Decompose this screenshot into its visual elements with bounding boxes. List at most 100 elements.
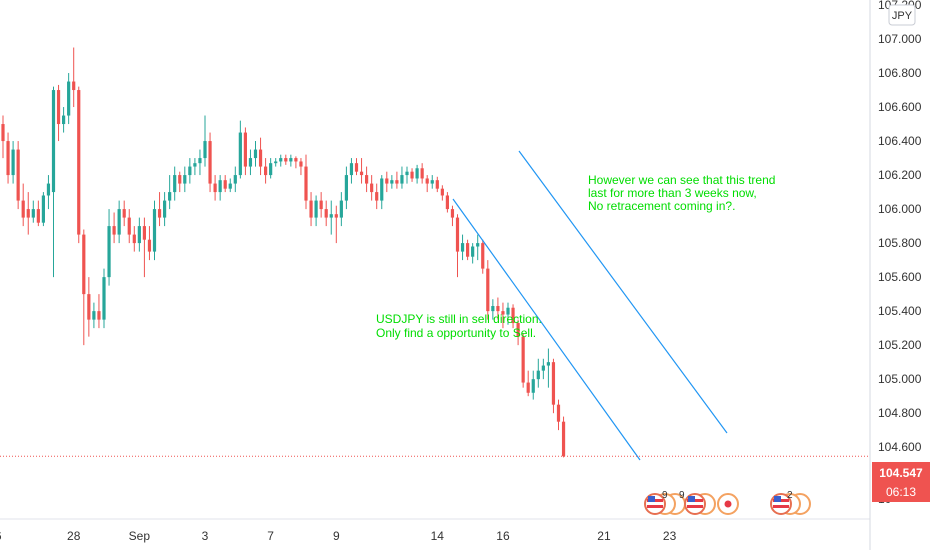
price-axis[interactable]: 107.200107.000106.800106.600106.400106.2… (869, 0, 932, 550)
candle[interactable] (476, 234, 480, 261)
candle[interactable] (122, 200, 126, 227)
candle[interactable] (349, 158, 354, 184)
trend-annotation[interactable]: However we can see that this trend last … (588, 173, 775, 213)
candle[interactable] (445, 192, 449, 213)
event-marker-1[interactable]: 9 (644, 490, 686, 515)
candle[interactable] (92, 302, 96, 329)
candle[interactable] (198, 149, 202, 176)
candle[interactable] (324, 200, 328, 227)
candle[interactable] (152, 200, 157, 261)
candle[interactable] (112, 212, 116, 244)
candle[interactable] (228, 178, 232, 193)
candle[interactable] (546, 348, 550, 388)
candle[interactable] (213, 175, 217, 201)
candle[interactable] (380, 175, 384, 210)
candle[interactable] (67, 73, 71, 125)
candle[interactable] (390, 175, 394, 189)
event-marker-3[interactable] (717, 493, 739, 515)
candle[interactable] (370, 175, 374, 201)
candle[interactable] (344, 166, 348, 210)
candle[interactable] (425, 175, 429, 193)
candle[interactable] (405, 166, 409, 184)
candle[interactable] (501, 302, 505, 329)
candle[interactable] (450, 205, 455, 227)
candle[interactable] (72, 47, 76, 108)
candle[interactable] (258, 137, 263, 176)
candle[interactable] (551, 358, 556, 414)
candle[interactable] (41, 192, 45, 227)
candle[interactable] (375, 183, 379, 210)
candle[interactable] (168, 175, 172, 210)
candle[interactable] (102, 268, 106, 329)
candle[interactable] (506, 302, 510, 325)
candle[interactable] (420, 163, 424, 184)
candle[interactable] (142, 217, 146, 278)
candle[interactable] (21, 183, 25, 227)
candle[interactable] (516, 319, 520, 346)
candle[interactable] (486, 260, 490, 320)
candle[interactable] (253, 141, 258, 167)
candle[interactable] (471, 243, 475, 264)
candle[interactable] (233, 166, 237, 193)
candle[interactable] (329, 200, 333, 235)
candle[interactable] (536, 358, 540, 388)
candle[interactable] (491, 299, 495, 320)
candle[interactable] (223, 175, 227, 193)
candle[interactable] (46, 175, 51, 210)
candle[interactable] (137, 217, 141, 252)
candle[interactable] (31, 200, 35, 223)
candle[interactable] (248, 149, 253, 176)
candle[interactable] (107, 209, 111, 286)
candle[interactable] (440, 185, 444, 201)
candle[interactable] (178, 171, 182, 193)
candle[interactable] (526, 370, 530, 397)
candle[interactable] (319, 192, 323, 218)
time-axis[interactable]: 26 28 Sep 3 7 9 14 16 21 23 (0, 518, 870, 543)
candle[interactable] (435, 176, 439, 193)
candle[interactable] (193, 158, 197, 176)
candle[interactable] (87, 277, 91, 337)
event-marker-2[interactable]: 9 (679, 490, 716, 515)
candle[interactable] (561, 416, 566, 458)
candle[interactable] (147, 226, 152, 261)
candle[interactable] (415, 164, 419, 184)
candle[interactable] (218, 175, 222, 201)
candle[interactable] (314, 195, 318, 227)
candle[interactable] (334, 205, 338, 244)
candle[interactable] (77, 86, 81, 244)
candle[interactable] (203, 115, 207, 167)
channel-lower-line[interactable] (452, 198, 641, 461)
candle[interactable] (299, 158, 303, 176)
candle[interactable] (97, 294, 101, 329)
candle[interactable] (51, 86, 56, 278)
candle[interactable] (188, 158, 192, 184)
channel-upper-line[interactable] (518, 150, 728, 434)
candle[interactable] (400, 166, 404, 189)
candle[interactable] (496, 297, 500, 320)
candle[interactable] (466, 239, 470, 261)
event-marker-4[interactable]: 2 (770, 490, 811, 515)
candle[interactable] (359, 158, 364, 184)
candle[interactable] (395, 171, 399, 189)
candle[interactable] (183, 166, 187, 193)
candle[interactable] (1, 115, 5, 159)
candle[interactable] (269, 158, 273, 179)
candle[interactable] (132, 226, 136, 252)
candle[interactable] (365, 166, 369, 193)
candle[interactable] (481, 239, 485, 274)
candle[interactable] (11, 141, 15, 184)
candle[interactable] (6, 132, 10, 184)
candle[interactable] (274, 158, 278, 167)
sell-annotation[interactable]: USDJPY is still in sell direction. Only … (376, 312, 542, 340)
candle[interactable] (455, 214, 460, 278)
candle[interactable] (117, 200, 121, 244)
candle[interactable] (410, 168, 414, 182)
candle[interactable] (531, 370, 535, 400)
candle[interactable] (556, 399, 561, 431)
candle[interactable] (264, 158, 268, 184)
candle[interactable] (163, 192, 167, 227)
candle[interactable] (339, 192, 343, 227)
candle[interactable] (16, 141, 20, 210)
candle[interactable] (294, 156, 298, 169)
candle[interactable] (511, 304, 515, 329)
